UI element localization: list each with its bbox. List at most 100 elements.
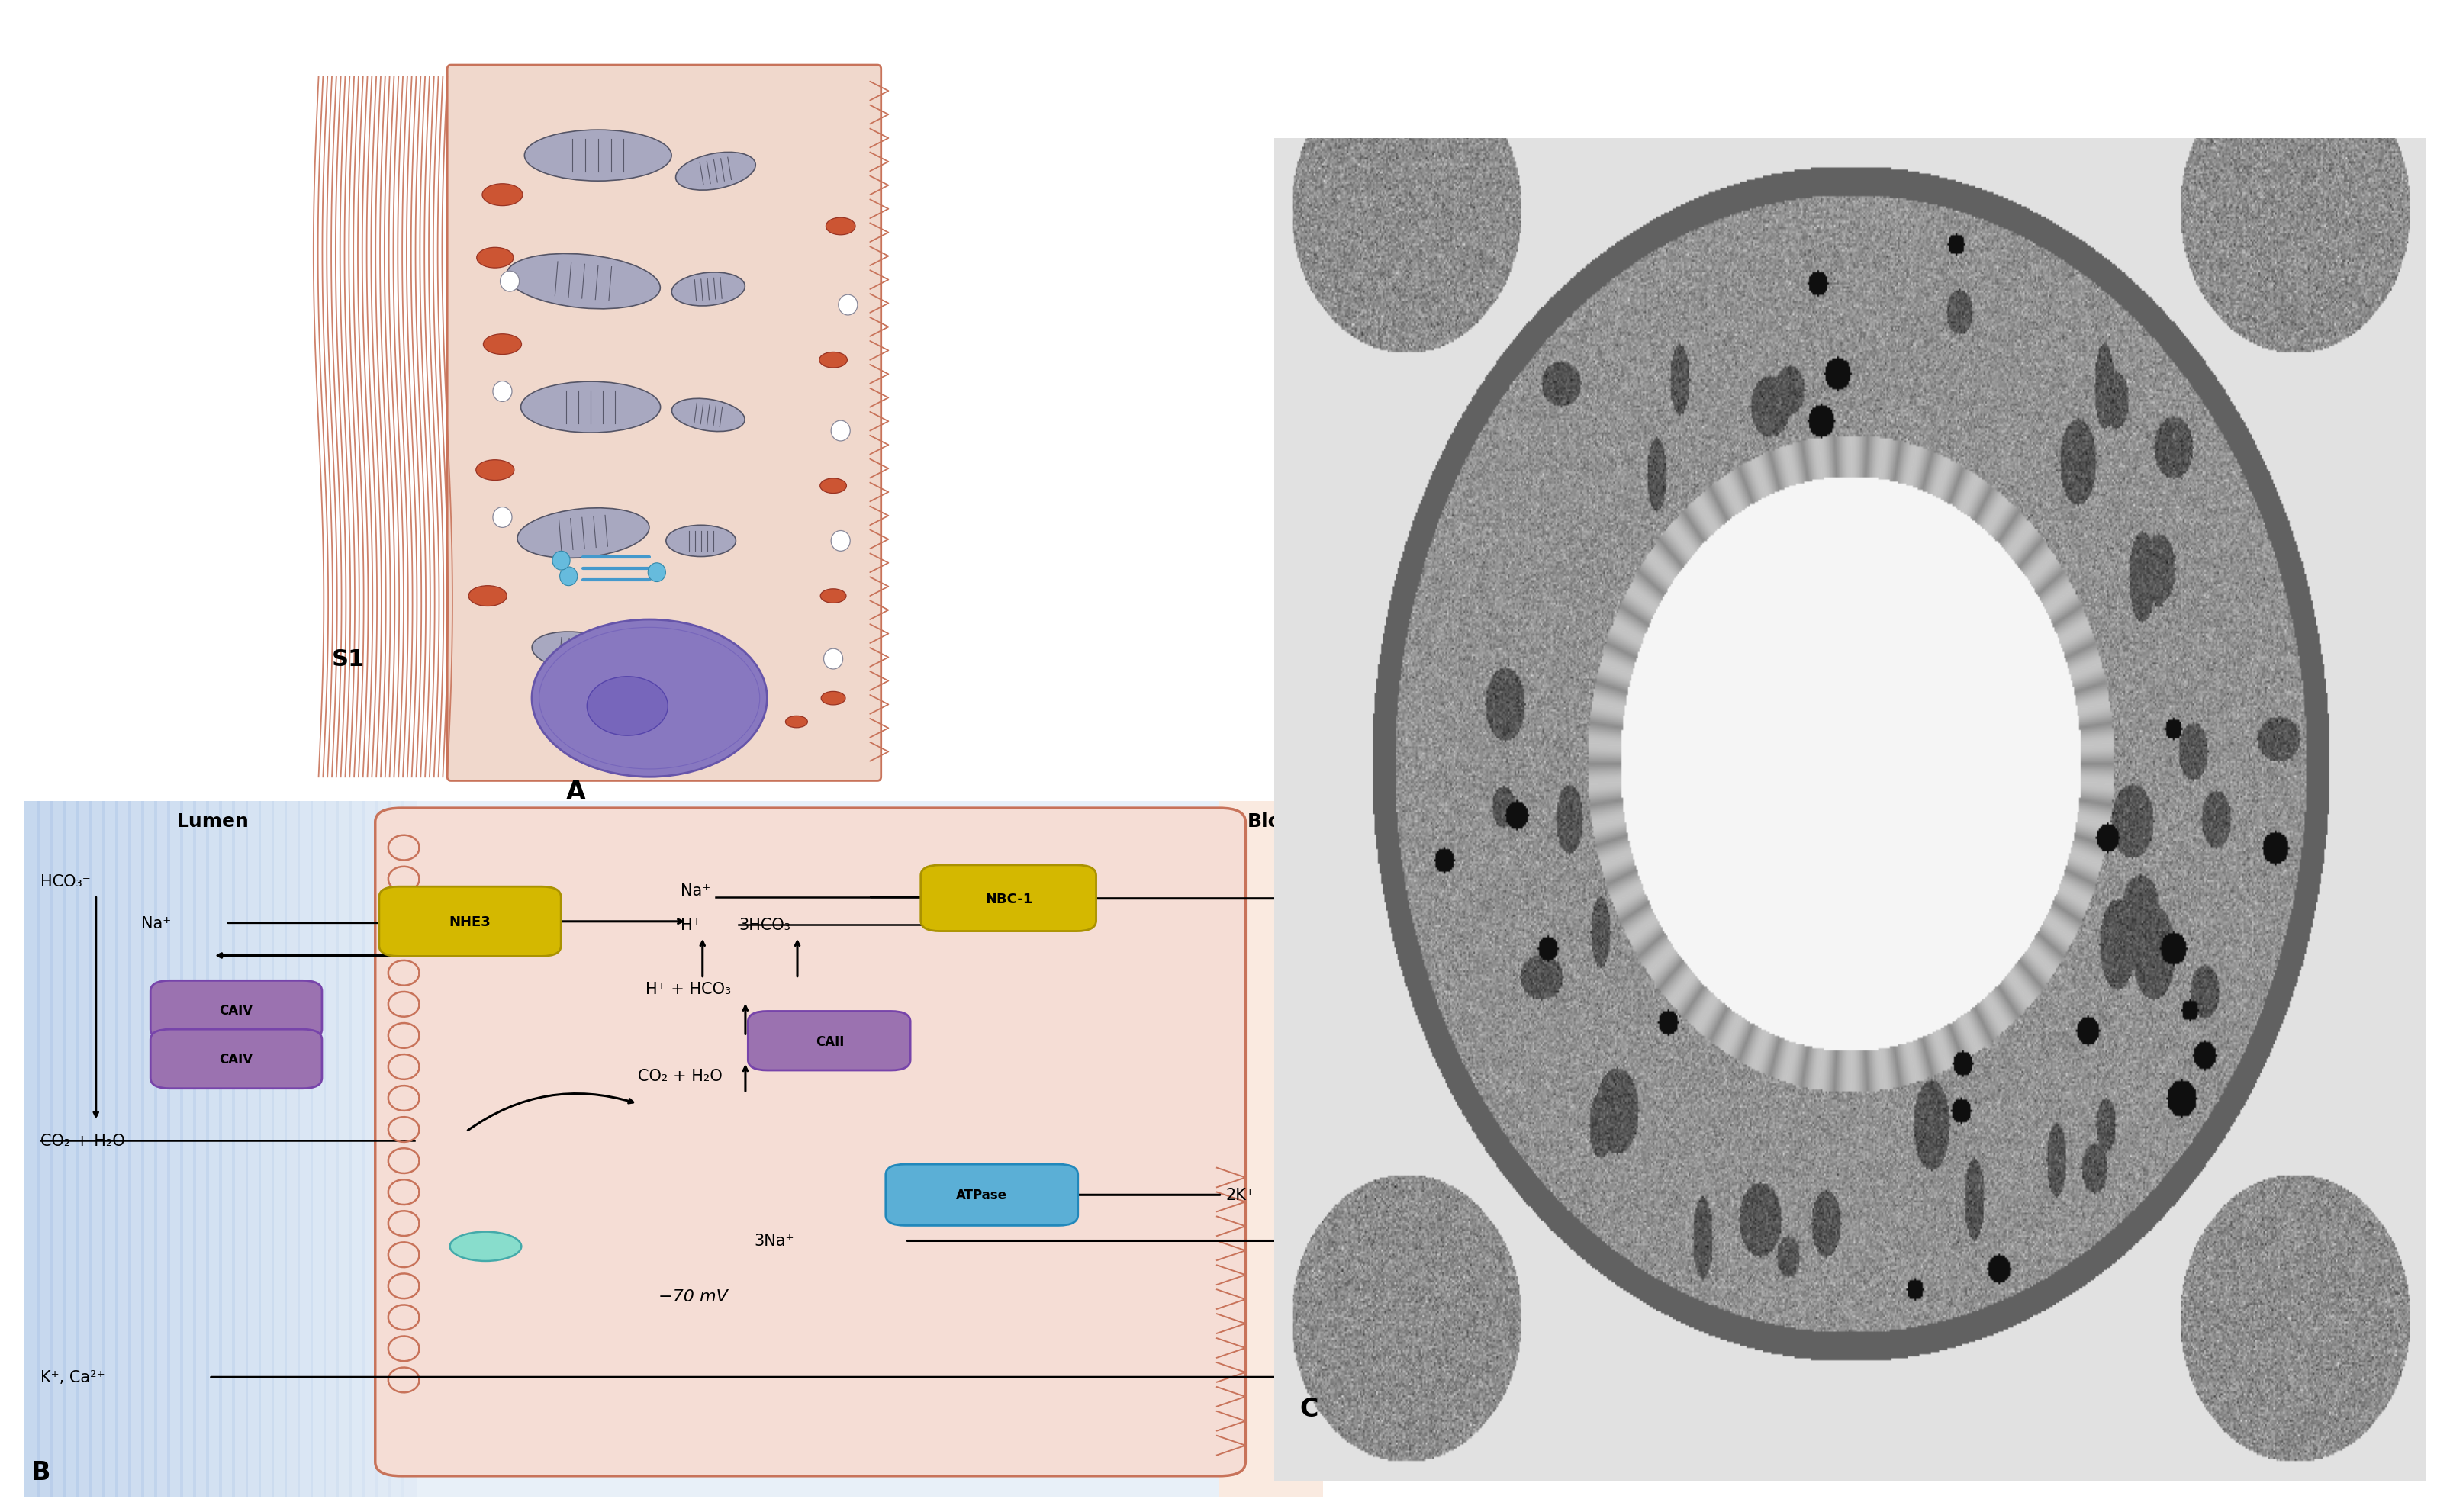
Bar (167, 801, 184, 1497)
FancyBboxPatch shape (448, 65, 882, 782)
Polygon shape (387, 1211, 419, 1235)
Circle shape (551, 552, 571, 570)
Bar (206, 801, 223, 1497)
Text: Na⁺: Na⁺ (681, 883, 710, 898)
FancyBboxPatch shape (747, 1012, 909, 1070)
Polygon shape (387, 866, 419, 892)
Ellipse shape (784, 717, 808, 729)
Bar (88, 801, 105, 1497)
Text: H⁺: H⁺ (681, 918, 701, 933)
Ellipse shape (821, 590, 845, 603)
FancyBboxPatch shape (921, 865, 1095, 931)
Text: H⁺ + HCO₃⁻: H⁺ + HCO₃⁻ (644, 981, 740, 996)
Bar (76, 801, 93, 1497)
Bar (245, 801, 260, 1497)
Text: CAII: CAII (816, 1034, 843, 1048)
Polygon shape (387, 1367, 419, 1393)
Circle shape (492, 381, 512, 402)
Bar (181, 801, 196, 1497)
Polygon shape (387, 1117, 419, 1142)
Text: CO₂ + H₂O: CO₂ + H₂O (39, 1132, 125, 1149)
Text: A: A (566, 780, 586, 804)
Circle shape (831, 420, 850, 442)
Bar (51, 801, 66, 1497)
Circle shape (559, 567, 578, 587)
Polygon shape (387, 930, 419, 954)
Circle shape (647, 564, 666, 582)
Bar (311, 801, 326, 1497)
Ellipse shape (468, 587, 507, 606)
Bar (272, 801, 287, 1497)
Text: ATPase: ATPase (955, 1188, 1007, 1202)
Circle shape (831, 531, 850, 552)
Polygon shape (387, 1243, 419, 1267)
Ellipse shape (826, 218, 855, 236)
Bar (103, 801, 118, 1497)
Ellipse shape (666, 526, 735, 556)
Bar (387, 801, 404, 1497)
Ellipse shape (588, 677, 666, 736)
Bar (336, 801, 353, 1497)
Bar (115, 801, 130, 1497)
Ellipse shape (475, 248, 514, 269)
Text: Blood: Blood (1247, 812, 1308, 830)
Text: K⁺, Ca²⁺: K⁺, Ca²⁺ (39, 1370, 105, 1385)
Bar (154, 801, 169, 1497)
Polygon shape (387, 898, 419, 922)
Bar (296, 801, 314, 1497)
Text: NHE3: NHE3 (448, 915, 490, 928)
Ellipse shape (483, 184, 522, 206)
Text: S1: S1 (331, 649, 365, 670)
Bar (375, 801, 390, 1497)
Text: Na⁺: Na⁺ (142, 915, 172, 931)
Ellipse shape (532, 620, 767, 777)
Bar (64, 801, 78, 1497)
Text: 3HCO₃⁻: 3HCO₃⁻ (740, 918, 799, 933)
Circle shape (492, 508, 512, 528)
Bar (1274, 45, 2425, 139)
Polygon shape (387, 1179, 419, 1205)
Text: 3Na⁺: 3Na⁺ (755, 1234, 794, 1249)
Text: HCO₃⁻: HCO₃⁻ (39, 874, 91, 889)
Text: 2K⁺: 2K⁺ (1225, 1187, 1254, 1202)
Bar (363, 801, 377, 1497)
Text: Lumen: Lumen (176, 812, 250, 830)
FancyBboxPatch shape (380, 888, 561, 957)
Polygon shape (387, 1273, 419, 1299)
Bar (284, 801, 299, 1497)
Bar (402, 801, 416, 1497)
Polygon shape (387, 1149, 419, 1173)
Ellipse shape (507, 254, 659, 310)
Ellipse shape (676, 153, 755, 191)
Ellipse shape (821, 692, 845, 705)
Ellipse shape (475, 460, 514, 481)
Ellipse shape (517, 508, 649, 558)
Ellipse shape (483, 334, 522, 355)
Bar (37, 801, 54, 1497)
Ellipse shape (532, 632, 620, 671)
Polygon shape (387, 992, 419, 1018)
FancyBboxPatch shape (149, 1030, 321, 1089)
Bar (142, 801, 157, 1497)
Polygon shape (387, 1086, 419, 1111)
FancyBboxPatch shape (149, 981, 321, 1040)
Ellipse shape (662, 644, 725, 674)
Polygon shape (387, 1024, 419, 1048)
Bar (1220, 801, 1323, 1497)
Bar (233, 801, 247, 1497)
Ellipse shape (451, 1232, 522, 1261)
Polygon shape (387, 960, 419, 986)
Ellipse shape (671, 272, 745, 307)
Polygon shape (387, 1337, 419, 1361)
Text: B: B (32, 1459, 51, 1485)
Text: CAIV: CAIV (220, 1052, 252, 1066)
Bar (194, 801, 208, 1497)
Bar (350, 801, 365, 1497)
FancyBboxPatch shape (375, 809, 1245, 1476)
Circle shape (823, 649, 843, 670)
Polygon shape (387, 836, 419, 860)
Bar (127, 801, 145, 1497)
Text: −70 mV: −70 mV (659, 1288, 728, 1305)
Polygon shape (387, 1054, 419, 1080)
Bar (257, 801, 274, 1497)
